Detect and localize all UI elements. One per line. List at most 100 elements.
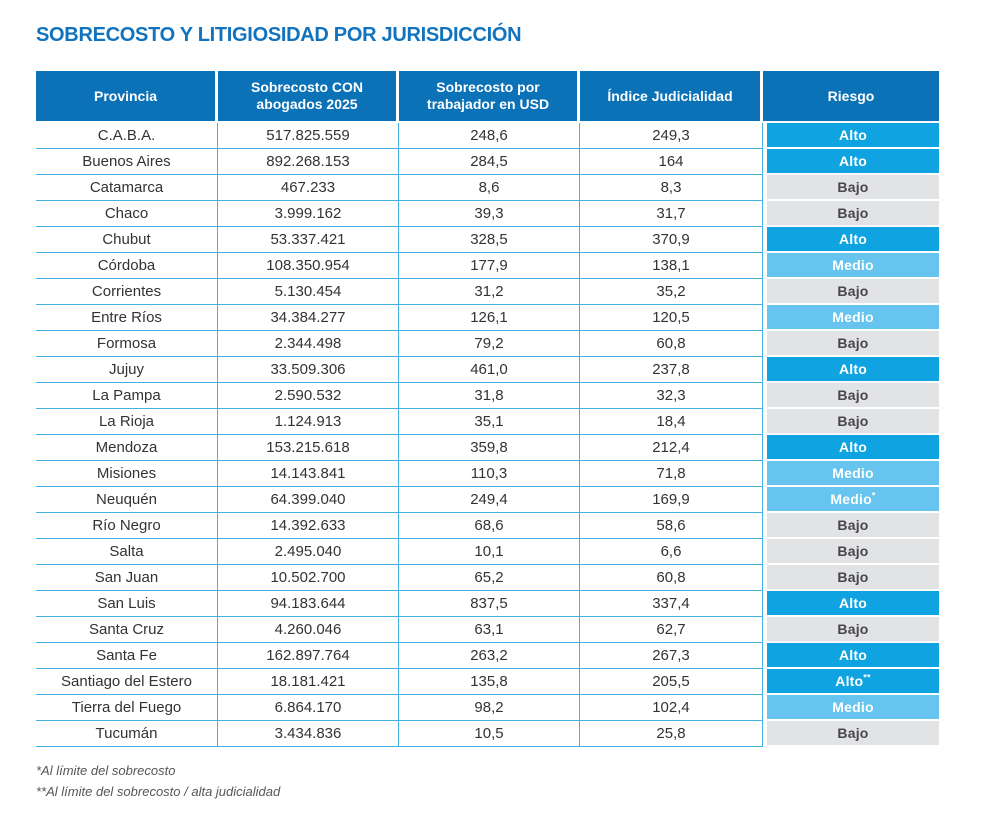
risk-label: Medio [830, 491, 872, 507]
risk-label: Bajo [837, 621, 869, 637]
provincia-cell: La Pampa [36, 383, 218, 409]
sobrecosto-cell: 10.502.700 [218, 565, 399, 591]
sobrecosto-cell: 14.392.633 [218, 513, 399, 539]
risk-badge: Alto [767, 227, 939, 251]
sobrecosto-cell: 4.260.046 [218, 617, 399, 643]
indice-cell: 212,4 [580, 435, 763, 461]
table-header: Provincia Sobrecosto CON abogados 2025 S… [36, 71, 939, 123]
table-row: Tierra del Fuego 6.864.170 98,2 102,4 Me… [36, 695, 939, 721]
risk-badge: Medio [767, 253, 939, 277]
risk-label: Alto [838, 231, 867, 247]
usd-cell: 63,1 [399, 617, 580, 643]
sobrecosto-cell: 2.344.498 [218, 331, 399, 357]
table-row: Río Negro 14.392.633 68,6 58,6 Bajo [36, 513, 939, 539]
risk-badge: Bajo [767, 175, 939, 199]
indice-cell: 60,8 [580, 565, 763, 591]
provincia-cell: Catamarca [36, 175, 218, 201]
usd-cell: 177,9 [399, 253, 580, 279]
risk-label: Bajo [837, 387, 869, 403]
risk-badge: Medio [767, 695, 939, 719]
sobrecosto-cell: 162.897.764 [218, 643, 399, 669]
provincia-cell: La Rioja [36, 409, 218, 435]
risk-badge: Alto** [767, 669, 939, 693]
provincia-cell: Santa Cruz [36, 617, 218, 643]
table-row: La Rioja 1.124.913 35,1 18,4 Bajo [36, 409, 939, 435]
risk-label: Bajo [837, 283, 869, 299]
table-row: Misiones 14.143.841 110,3 71,8 Medio [36, 461, 939, 487]
risk-label: Alto [838, 153, 867, 169]
indice-cell: 31,7 [580, 201, 763, 227]
riesgo-cell: Alto [763, 123, 939, 149]
usd-cell: 65,2 [399, 565, 580, 591]
header-row: Provincia Sobrecosto CON abogados 2025 S… [36, 71, 939, 123]
footnote-sobrecosto-limit: *Al límite del sobrecosto [36, 763, 176, 778]
risk-label: Medio [832, 309, 874, 325]
riesgo-cell: Medio [763, 305, 939, 331]
usd-cell: 249,4 [399, 487, 580, 513]
provincia-cell: Mendoza [36, 435, 218, 461]
riesgo-cell: Bajo [763, 721, 939, 747]
usd-cell: 31,8 [399, 383, 580, 409]
sobrecosto-cell: 467.233 [218, 175, 399, 201]
provincia-cell: Corrientes [36, 279, 218, 305]
sobrecosto-cell: 108.350.954 [218, 253, 399, 279]
table-row: Catamarca 467.233 8,6 8,3 Bajo [36, 175, 939, 201]
risk-label: Medio [832, 257, 874, 273]
indice-cell: 35,2 [580, 279, 763, 305]
provincia-cell: San Luis [36, 591, 218, 617]
sobrecosto-cell: 2.495.040 [218, 539, 399, 565]
table-row: Salta 2.495.040 10,1 6,6 Bajo [36, 539, 939, 565]
risk-badge: Bajo [767, 409, 939, 433]
risk-badge: Bajo [767, 617, 939, 641]
risk-badge: Alto [767, 643, 939, 667]
sobrecosto-cell: 2.590.532 [218, 383, 399, 409]
table-row: Corrientes 5.130.454 31,2 35,2 Bajo [36, 279, 939, 305]
riesgo-cell: Bajo [763, 279, 939, 305]
risk-label: Bajo [837, 517, 869, 533]
table-row: San Luis 94.183.644 837,5 337,4 Alto [36, 591, 939, 617]
riesgo-cell: Alto [763, 227, 939, 253]
indice-cell: 120,5 [580, 305, 763, 331]
indice-cell: 237,8 [580, 357, 763, 383]
sobrecosto-cell: 1.124.913 [218, 409, 399, 435]
risk-badge: Bajo [767, 513, 939, 537]
risk-label: Medio [832, 699, 874, 715]
riesgo-cell: Medio [763, 461, 939, 487]
risk-badge: Alto [767, 591, 939, 615]
provincia-cell: Chubut [36, 227, 218, 253]
riesgo-cell: Bajo [763, 383, 939, 409]
table-row: Mendoza 153.215.618 359,8 212,4 Alto [36, 435, 939, 461]
usd-cell: 31,2 [399, 279, 580, 305]
sobrecosto-cell: 33.509.306 [218, 357, 399, 383]
indice-cell: 138,1 [580, 253, 763, 279]
indice-cell: 169,9 [580, 487, 763, 513]
riesgo-cell: Medio [763, 253, 939, 279]
provincia-cell: Río Negro [36, 513, 218, 539]
provincia-cell: Salta [36, 539, 218, 565]
usd-cell: 461,0 [399, 357, 580, 383]
provincia-cell: Buenos Aires [36, 149, 218, 175]
indice-cell: 337,4 [580, 591, 763, 617]
risk-badge: Alto [767, 149, 939, 173]
usd-cell: 135,8 [399, 669, 580, 695]
riesgo-cell: Bajo [763, 331, 939, 357]
riesgo-cell: Bajo [763, 201, 939, 227]
indice-cell: 32,3 [580, 383, 763, 409]
provincia-cell: Chaco [36, 201, 218, 227]
sobrecosto-cell: 517.825.559 [218, 123, 399, 149]
header-indice: Índice Judicialidad [580, 71, 763, 123]
sobrecosto-cell: 94.183.644 [218, 591, 399, 617]
risk-footnote-marker: * [871, 490, 876, 501]
sobrecosto-cell: 6.864.170 [218, 695, 399, 721]
provincia-cell: Formosa [36, 331, 218, 357]
risk-label: Bajo [837, 413, 869, 429]
risk-badge: Bajo [767, 721, 939, 745]
provincia-cell: Santiago del Estero [36, 669, 218, 695]
sobrecosto-cell: 5.130.454 [218, 279, 399, 305]
indice-cell: 267,3 [580, 643, 763, 669]
table-row: Santa Fe 162.897.764 263,2 267,3 Alto [36, 643, 939, 669]
provincia-cell: Jujuy [36, 357, 218, 383]
infographic: SOBRECOSTO Y LITIGIOSIDAD POR JURISDICCI… [36, 24, 939, 799]
table-row: Santa Cruz 4.260.046 63,1 62,7 Bajo [36, 617, 939, 643]
risk-badge: Bajo [767, 279, 939, 303]
